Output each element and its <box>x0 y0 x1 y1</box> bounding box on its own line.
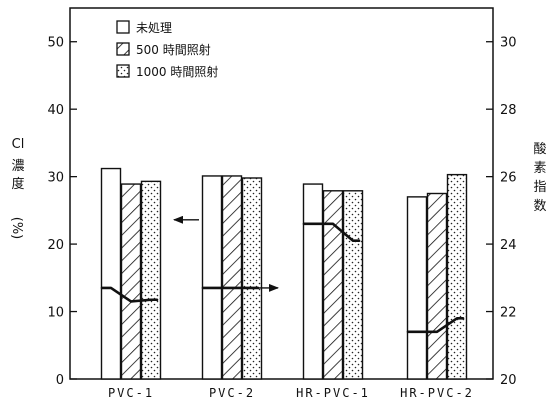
right-tick-label: 26 <box>500 171 517 186</box>
right-axis-title-char: 酸 <box>533 142 546 157</box>
legend-swatch-hatch <box>116 42 130 56</box>
category-label-HR-PVC-1: HR-PVC-1 <box>296 386 370 400</box>
bar-HR-PVC-2-plain <box>406 196 428 380</box>
right-tick-label: 24 <box>500 238 517 253</box>
bar-HR-PVC-1-dots <box>342 190 364 380</box>
category-label-PVC-1: PVC-1 <box>108 386 154 400</box>
axis-indicator-arrows <box>173 215 279 292</box>
legend-swatch-plain <box>116 20 130 34</box>
oxygen-line-PVC-1 <box>100 286 159 303</box>
legend-label-plain: 未処理 <box>136 21 172 35</box>
left-axis-title-char: Cl <box>12 137 25 152</box>
left-axis-title-unit: (%) <box>9 217 24 240</box>
plot-frame <box>69 7 494 380</box>
category-label-HR-PVC-2: HR-PVC-2 <box>400 386 474 400</box>
category-labels: PVC-1 PVC-2 HR-PVC-1 HR-PVC-2 <box>108 386 474 400</box>
left-axis-title-char: 濃 <box>11 159 24 174</box>
right-tick-label: 28 <box>500 103 517 118</box>
left-tick-label: 0 <box>56 373 64 388</box>
category-label-PVC-2: PVC-2 <box>209 386 255 400</box>
bar-PVC-1-plain <box>100 167 122 380</box>
right-axis-title-char: 素 <box>533 161 546 176</box>
legend-label-dots: 1000 時間照射 <box>136 64 218 79</box>
bar-PVC-1-dots <box>140 180 162 380</box>
bar-PVC-2-dots <box>241 177 263 380</box>
oxygen-line-HR-PVC-1 <box>302 222 361 243</box>
bar-PVC-1-hatch <box>120 183 142 380</box>
right-axis-ticks: 20 22 24 26 28 30 <box>486 36 517 388</box>
oxygen-line-HR-PVC-2 <box>406 316 465 334</box>
left-axis-title-char: 度 <box>11 176 24 192</box>
left-axis-ticks: 0 10 20 30 40 50 <box>47 36 77 388</box>
right-tick-label: 30 <box>500 36 517 51</box>
bars-group <box>100 167 468 380</box>
left-tick-label: 50 <box>47 36 64 51</box>
right-axis-title-char: 数 <box>533 199 546 214</box>
left-tick-label: 10 <box>47 306 64 321</box>
bar-HR-PVC-2-dots <box>446 173 468 380</box>
legend-swatch-dots <box>116 64 130 78</box>
legend-label-hatch: 500 時間照射 <box>136 42 211 57</box>
bar-PVC-2-plain <box>201 175 223 380</box>
bar-PVC-2-hatch <box>221 175 243 380</box>
bar-HR-PVC-2-hatch <box>426 192 448 380</box>
left-tick-label: 30 <box>47 171 64 186</box>
right-axis-title-char: 指 <box>533 180 546 195</box>
legend: 未処理 500 時間照射 1000 時間照射 <box>116 20 218 79</box>
left-axis-title: Cl 濃度 (%) <box>9 137 25 239</box>
right-tick-label: 20 <box>500 373 517 388</box>
left-tick-label: 20 <box>47 238 64 253</box>
left-tick-label: 40 <box>47 103 64 118</box>
right-tick-label: 22 <box>500 306 517 321</box>
bar-HR-PVC-1-plain <box>302 183 324 380</box>
bar-HR-PVC-1-hatch <box>322 190 344 380</box>
